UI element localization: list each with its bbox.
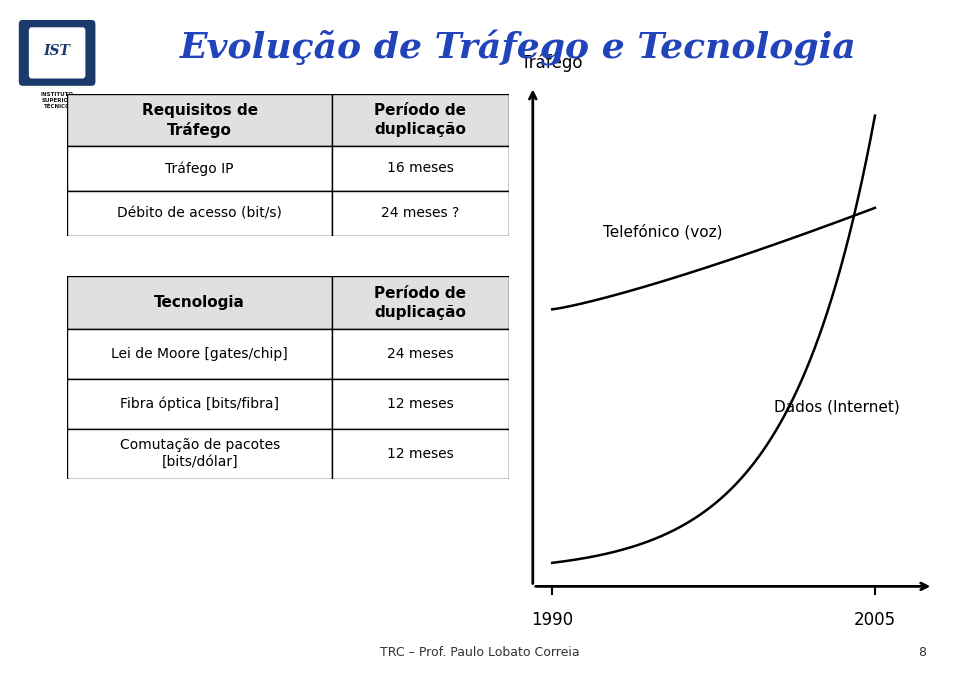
Bar xyxy=(332,94,509,146)
Text: IST: IST xyxy=(44,44,70,59)
Text: Débito de acesso (bit/s): Débito de acesso (bit/s) xyxy=(117,206,282,220)
Text: Período de
duplicação: Período de duplicação xyxy=(374,103,467,137)
Bar xyxy=(332,379,509,429)
Text: Tráfego: Tráfego xyxy=(521,53,583,72)
Text: 16 meses: 16 meses xyxy=(387,161,454,175)
Text: Tráfego IP: Tráfego IP xyxy=(165,161,234,176)
Bar xyxy=(67,191,332,236)
Bar xyxy=(67,276,332,329)
Text: 24 meses ?: 24 meses ? xyxy=(381,206,460,220)
FancyBboxPatch shape xyxy=(29,27,85,78)
Text: 1990: 1990 xyxy=(531,611,573,629)
Text: Fibra óptica [bits/fibra]: Fibra óptica [bits/fibra] xyxy=(120,396,279,411)
Text: 12 meses: 12 meses xyxy=(387,397,454,411)
Text: Requisitos de
Tráfego: Requisitos de Tráfego xyxy=(142,102,257,137)
Bar xyxy=(332,191,509,236)
FancyBboxPatch shape xyxy=(19,20,95,86)
Text: Período de
duplicação: Período de duplicação xyxy=(374,286,467,319)
Bar xyxy=(332,429,509,479)
Text: 2005: 2005 xyxy=(853,611,896,629)
Text: Comutação de pacotes
[bits/dólar]: Comutação de pacotes [bits/dólar] xyxy=(120,438,279,469)
Bar xyxy=(67,146,332,191)
Text: Lei de Moore [gates/chip]: Lei de Moore [gates/chip] xyxy=(111,347,288,361)
Text: Evolução de Tráfego e Tecnologia: Evolução de Tráfego e Tecnologia xyxy=(180,30,856,66)
Bar xyxy=(67,94,332,146)
Bar xyxy=(67,429,332,479)
Bar xyxy=(332,329,509,379)
Bar xyxy=(67,379,332,429)
Bar xyxy=(332,146,509,191)
Text: Telefónico (voz): Telefónico (voz) xyxy=(603,224,722,240)
Text: Dados (Internet): Dados (Internet) xyxy=(774,400,900,415)
Text: INSTITUTO
SUPERIOR
TÉCNICO: INSTITUTO SUPERIOR TÉCNICO xyxy=(40,92,74,109)
Bar xyxy=(67,329,332,379)
Text: 24 meses: 24 meses xyxy=(387,347,454,361)
Text: 8: 8 xyxy=(919,646,926,659)
Text: TRC – Prof. Paulo Lobato Correia: TRC – Prof. Paulo Lobato Correia xyxy=(380,646,580,659)
Bar xyxy=(332,276,509,329)
Text: Tecnologia: Tecnologia xyxy=(155,295,245,310)
Text: 12 meses: 12 meses xyxy=(387,447,454,460)
